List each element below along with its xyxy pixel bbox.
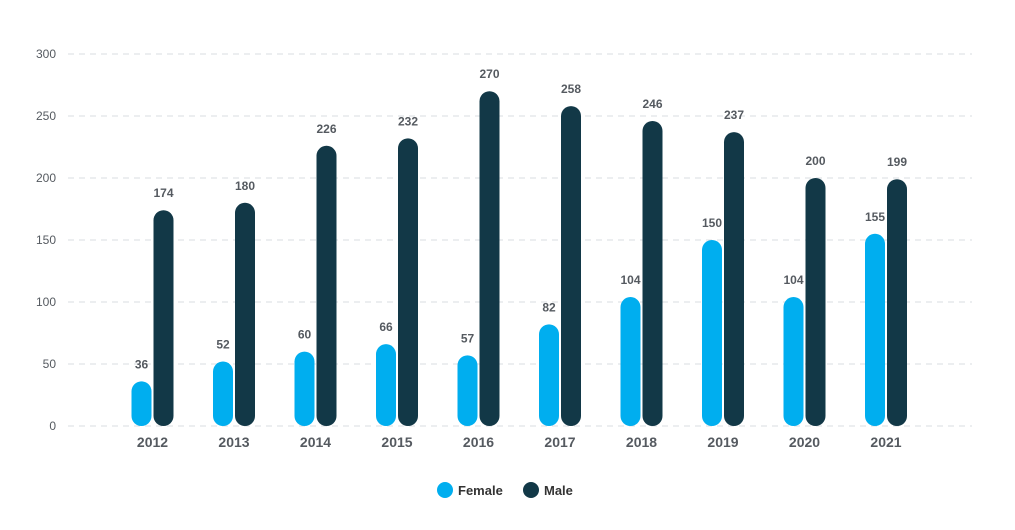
data-label-male-2018: 246: [642, 97, 662, 111]
data-label-male-2021: 199: [887, 155, 907, 169]
x-tick-label: 2015: [381, 434, 412, 450]
legend-swatch: [437, 482, 453, 498]
legend-swatch: [523, 482, 539, 498]
x-tick-label: 2020: [789, 434, 820, 450]
bar-male-2014[interactable]: [316, 145, 337, 426]
bar-male-2017[interactable]: [561, 106, 581, 426]
x-tick-label: 2016: [463, 434, 494, 450]
y-tick-label: 0: [49, 419, 56, 433]
y-tick-label: 200: [36, 171, 56, 185]
legend-item-female[interactable]: Female: [437, 482, 503, 498]
x-tick-label: 2017: [544, 434, 575, 450]
bar-male-2018[interactable]: [642, 120, 663, 427]
x-tick-label: 2021: [870, 434, 901, 450]
data-label-female-2020: 104: [783, 273, 803, 287]
bar-female-2019[interactable]: [702, 240, 722, 426]
bar-female-2020[interactable]: [783, 297, 804, 426]
data-label-female-2018: 104: [620, 273, 640, 287]
bar-male-2019[interactable]: [724, 132, 744, 426]
bar-female-2013[interactable]: [213, 361, 233, 426]
data-label-female-2014: 60: [298, 328, 312, 342]
data-labels: 36 174 52 180 60 226 66 232 57 270 82 258 104 246 150 2…: [135, 67, 908, 371]
x-tick-label: 2018: [626, 434, 657, 450]
bar-female-2012[interactable]: [131, 381, 152, 426]
bar-male-2015[interactable]: [398, 138, 418, 426]
data-label-male-2012: 174: [153, 186, 173, 200]
y-axis: 0 50 100 150 200 250 300: [36, 47, 56, 433]
data-label-male-2020: 200: [805, 154, 825, 168]
data-label-female-2015: 66: [379, 320, 393, 334]
x-tick-label: 2013: [218, 434, 249, 450]
data-label-female-2013: 52: [216, 338, 230, 352]
gridlines: [68, 53, 972, 427]
data-label-female-2016: 57: [461, 331, 475, 345]
bar-male-2013[interactable]: [235, 202, 255, 426]
bar-male-2021[interactable]: [887, 179, 907, 426]
bars: [131, 91, 907, 427]
x-axis: 2012 2013 2014 2015 2016 2017 2018 2019 2020 2021: [137, 434, 902, 450]
y-tick-label: 150: [36, 233, 56, 247]
x-tick-label: 2019: [707, 434, 738, 450]
x-tick-label: 2012: [137, 434, 168, 450]
y-tick-label: 300: [36, 47, 56, 61]
data-label-female-2012: 36: [135, 357, 149, 371]
bar-female-2018[interactable]: [620, 297, 641, 426]
data-label-male-2014: 226: [316, 122, 336, 136]
data-label-female-2017: 82: [542, 300, 556, 314]
y-tick-label: 250: [36, 109, 56, 123]
bar-female-2016[interactable]: [457, 355, 478, 426]
data-label-male-2019: 237: [724, 108, 744, 122]
bar-female-2015[interactable]: [376, 344, 396, 426]
legend-label: Male: [544, 483, 573, 498]
bar-female-2014[interactable]: [294, 351, 315, 426]
x-tick-label: 2014: [300, 434, 331, 450]
legend[interactable]: Female Male: [437, 482, 573, 498]
data-label-female-2019: 150: [702, 216, 722, 230]
y-tick-label: 50: [43, 357, 57, 371]
bar-female-2017[interactable]: [539, 324, 559, 426]
bar-female-2021[interactable]: [865, 233, 885, 426]
data-label-male-2017: 258: [561, 82, 581, 96]
data-label-male-2013: 180: [235, 179, 255, 193]
legend-label: Female: [458, 483, 503, 498]
data-label-male-2016: 270: [479, 67, 499, 81]
y-tick-label: 100: [36, 295, 56, 309]
data-label-male-2015: 232: [398, 114, 418, 128]
legend-item-male[interactable]: Male: [523, 482, 573, 498]
bar-male-2012[interactable]: [153, 210, 174, 426]
data-label-female-2021: 155: [865, 210, 885, 224]
bar-male-2020[interactable]: [805, 178, 826, 426]
bar-male-2016[interactable]: [479, 91, 500, 426]
